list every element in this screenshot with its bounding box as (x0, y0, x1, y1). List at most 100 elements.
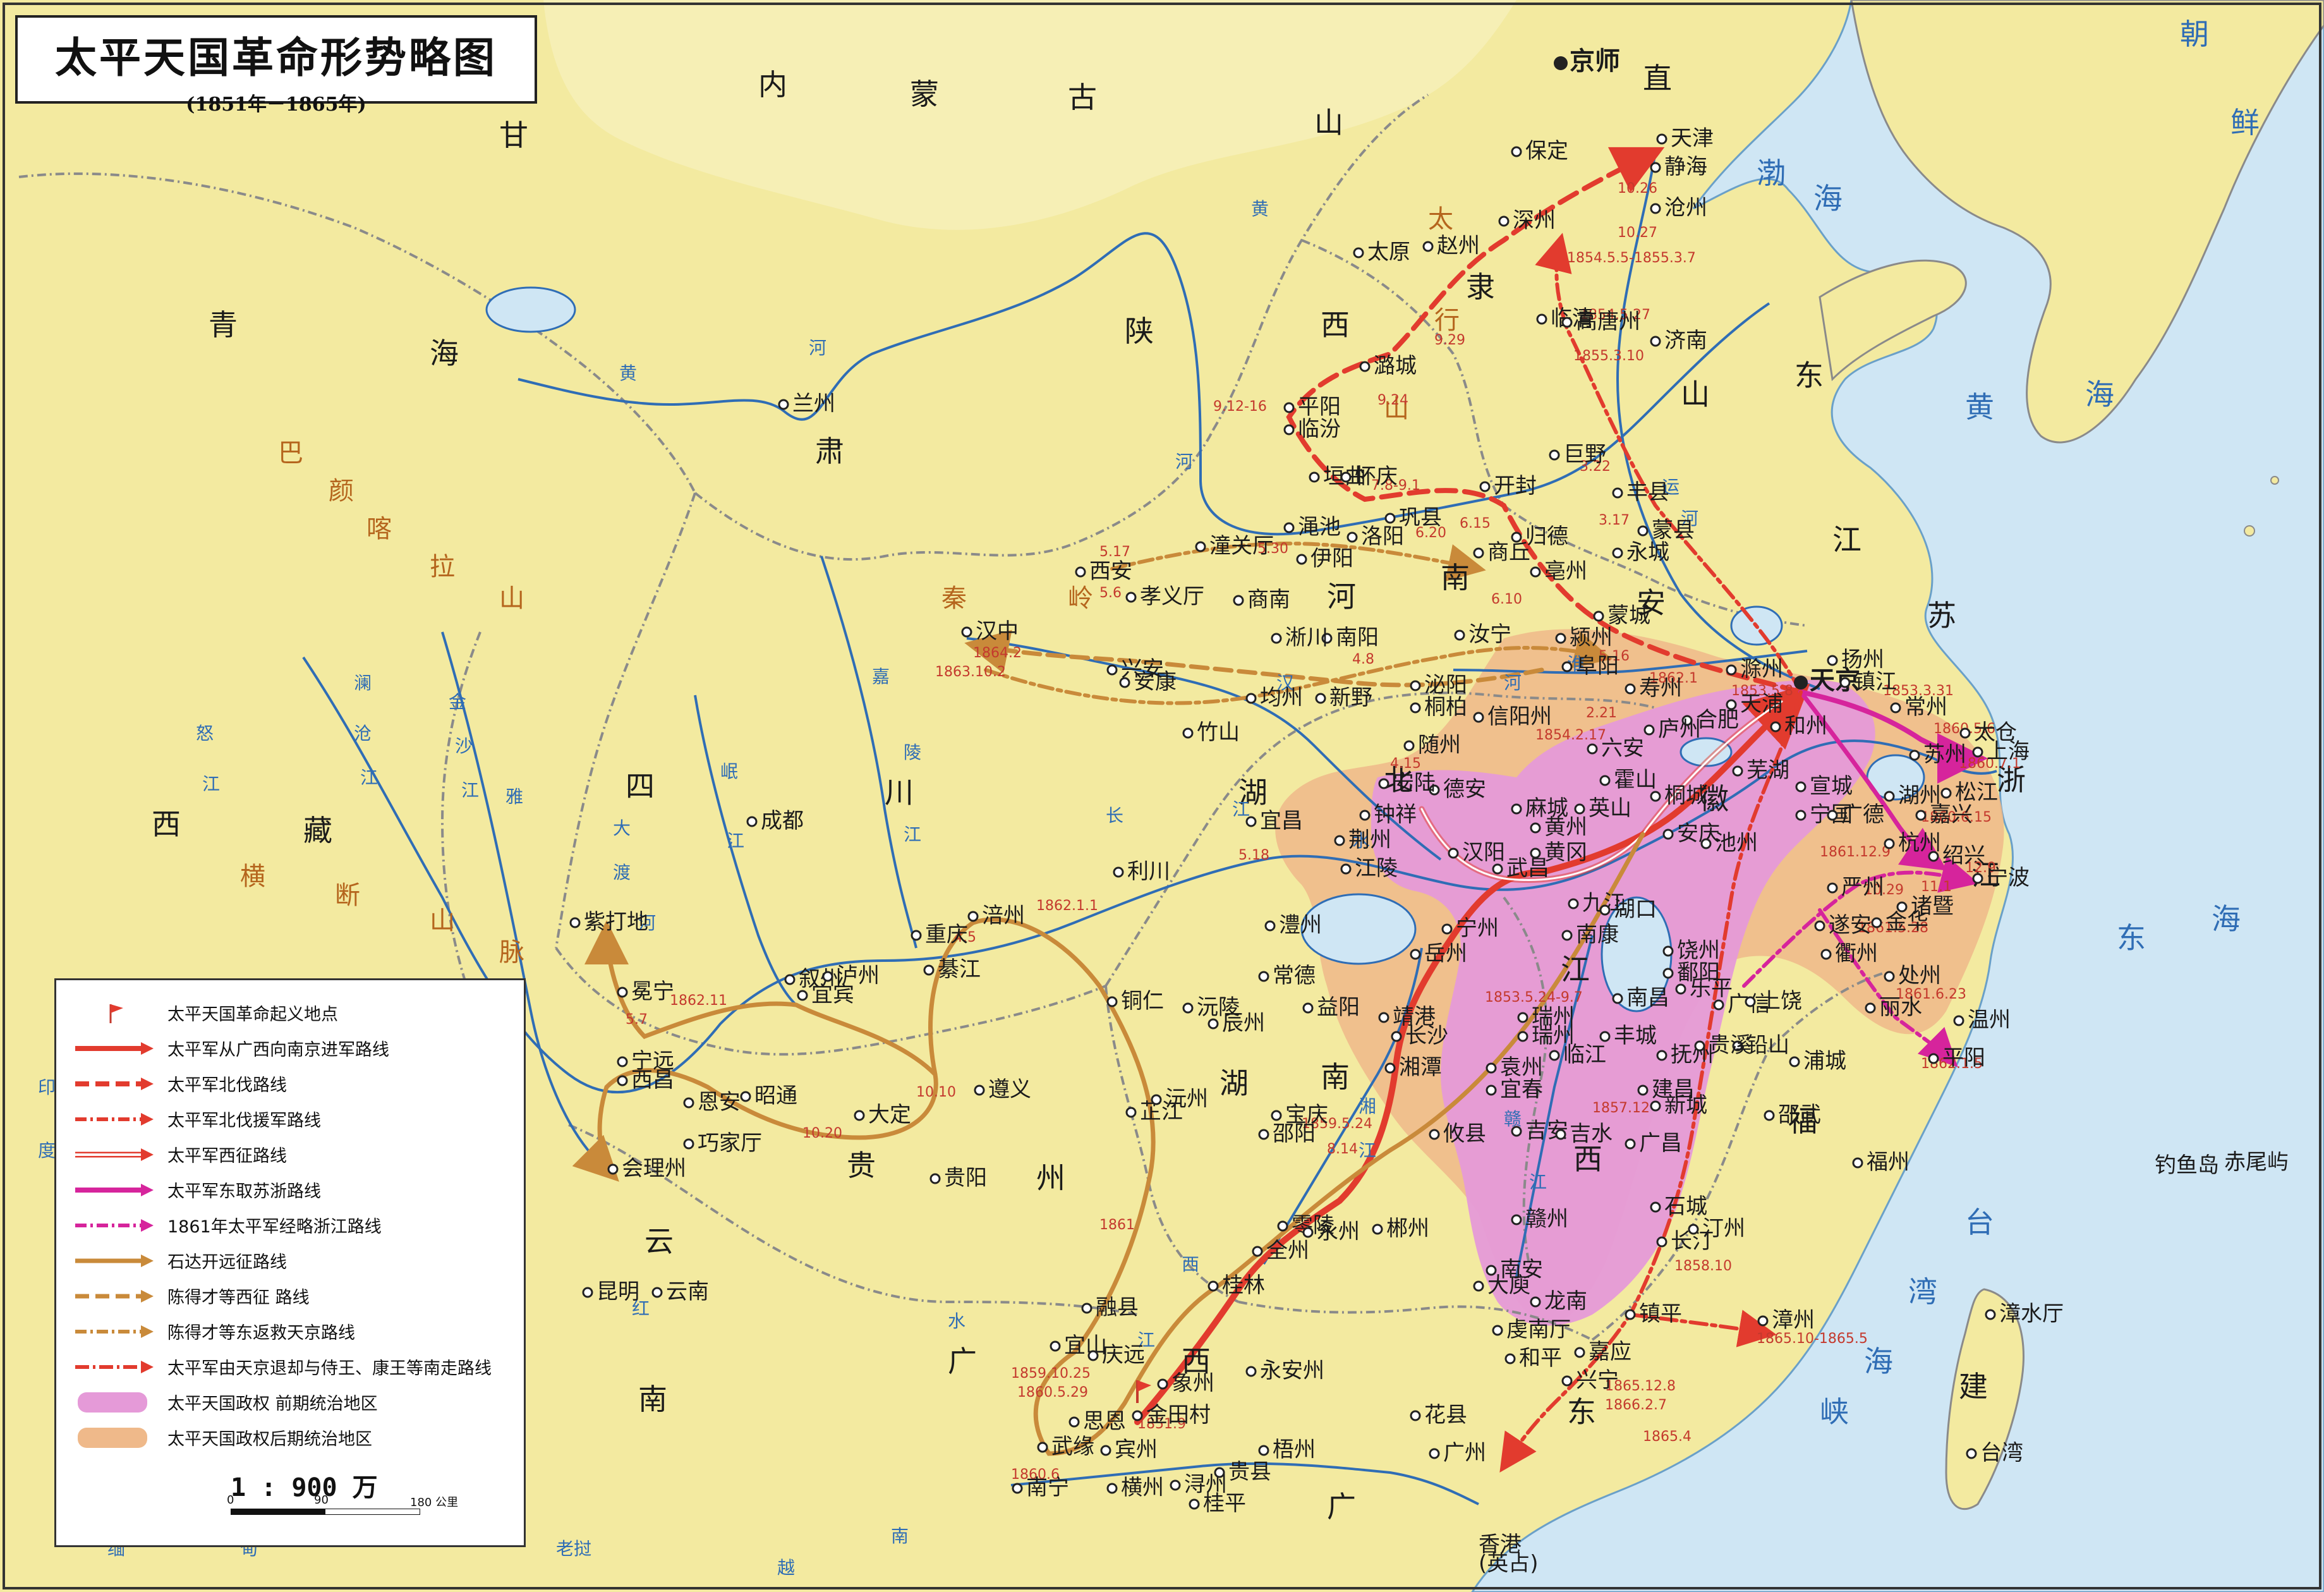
city-marker (1302, 1227, 1314, 1238)
city-label: 遂安 (1829, 913, 1872, 938)
city-label: 铜仁 (1121, 988, 1164, 1014)
legend-item: 太平军从广西向南京进军路线 (73, 1032, 515, 1065)
city-label: 贵溪 (1709, 1033, 1752, 1058)
city-label: 攸县 (1443, 1121, 1486, 1146)
river-label: 度 (38, 1140, 56, 1161)
city-marker (1441, 923, 1453, 935)
city-label: 荆州 (1348, 827, 1391, 853)
taiwan-island (1945, 1288, 2024, 1510)
river-label: 江 (1529, 1172, 1547, 1193)
mountain-label: 行 (1434, 306, 1460, 335)
province-label: 徽 (1700, 782, 1729, 816)
date-label: 1863.10.2 (935, 664, 1006, 680)
river-label: 江 (1137, 1330, 1155, 1351)
legend: 太平天国革命起义地点 太平军从广西向南京进军路线 太平军北伐路线 太平军北伐援军路线太… (54, 978, 526, 1547)
city-label: 天京 (1810, 666, 1860, 695)
city-marker (1283, 522, 1295, 533)
page-title: 太平天国革命形势略图 (55, 33, 497, 82)
city-marker (1233, 595, 1244, 606)
city-marker (1530, 566, 1541, 578)
city-label: 钟祥 (1374, 802, 1417, 827)
city-label: 寿州 (1639, 676, 1682, 701)
date-label: 1860.5.29 (1017, 1385, 1088, 1401)
city-label: 西安 (1089, 559, 1132, 584)
city-marker (1296, 554, 1307, 565)
city-label: 石城 (1664, 1194, 1707, 1219)
city-label: 瑞州 (1532, 1004, 1575, 1030)
province-label: 直 (1643, 61, 1672, 95)
city-marker (1814, 920, 1825, 932)
date-label: 1859.10.25 (1011, 1366, 1091, 1382)
province-label: 安 (1637, 586, 1666, 620)
city-label: 临江 (1563, 1042, 1606, 1067)
legend-item: 太平军由天京退却与侍王、康王等南走路线 (73, 1351, 515, 1383)
city-label: 泸州 (837, 963, 880, 988)
city-marker (1650, 336, 1661, 347)
city-marker (1574, 1347, 1585, 1358)
city-label: 临清 (1551, 306, 1594, 331)
river-label: 陵 (904, 742, 921, 763)
city-marker (1479, 481, 1491, 492)
city-label: 滁州 (1740, 657, 1783, 682)
city-label: 庐州 (1658, 717, 1701, 742)
island-label: 香港 (1479, 1532, 1522, 1557)
mountain-label: 山 (1384, 394, 1409, 423)
city-marker (1745, 996, 1756, 1007)
city-label: 上海 (1987, 739, 2030, 764)
city-marker (1713, 999, 1724, 1011)
city-marker (1473, 547, 1484, 559)
province-label: 湖 (1238, 775, 1268, 810)
city-label: 诸暨 (1911, 894, 1954, 919)
route-east-suzhe (1798, 690, 1988, 784)
date-label: 1865.10-1865.5 (1757, 1331, 1868, 1347)
city-marker (1549, 1050, 1560, 1061)
city-label: 昆明 (596, 1279, 639, 1304)
city-label: 济南 (1664, 328, 1707, 353)
legend-label: 太平军北伐援军路线 (167, 1111, 321, 1131)
mountain-label: 喀 (366, 514, 392, 544)
city-label: 湘潭 (1399, 1055, 1442, 1080)
city-marker (1252, 1246, 1263, 1257)
province-label: 四 (626, 769, 655, 803)
city-label: 安陆 (1393, 770, 1436, 796)
date-label: 5.30 (1257, 541, 1288, 557)
sea-label: 湾 (1908, 1275, 1937, 1309)
city-marker (1726, 664, 1737, 676)
city-marker (651, 1287, 663, 1298)
date-label: 1861 (1099, 1217, 1135, 1233)
city-label: 全州 (1266, 1238, 1309, 1263)
city-marker (1865, 1002, 1876, 1014)
city-label: 綦江 (938, 957, 981, 982)
city-marker (1593, 611, 1604, 622)
city-label: 商南 (1247, 587, 1290, 612)
city-marker (1498, 216, 1510, 227)
scale-tick-90: 90 (314, 1493, 329, 1507)
city-label: 巩县 (1399, 505, 1442, 530)
river-label: 水 (948, 1311, 965, 1332)
city-marker (582, 1287, 593, 1298)
city-label: 孝义厅 (1140, 584, 1204, 609)
river-label: 汉 (1276, 672, 1294, 693)
river-label: 澜 (354, 672, 372, 693)
city-label: 宾州 (1115, 1437, 1158, 1462)
river-label: 岷 (720, 761, 738, 782)
date-label: 4.8 (1352, 652, 1374, 667)
river-label: 怒 (196, 723, 214, 744)
river-label: 黄 (619, 363, 637, 384)
city-label: 赵州 (1437, 233, 1480, 258)
city-marker (1384, 513, 1396, 524)
city-label: 天浦 (1740, 691, 1783, 717)
city-label: 宣城 (1810, 774, 1853, 799)
province-label: 肃 (815, 434, 844, 468)
city-marker (1726, 699, 1737, 710)
date-label: 1851.9 (1137, 1416, 1186, 1432)
shandong-peninsula (1819, 259, 1967, 382)
city-marker (746, 816, 758, 827)
province-label: 陕 (1125, 314, 1154, 348)
gan-river (1515, 935, 1594, 1277)
city-marker (1650, 1201, 1661, 1213)
province-label: 海 (430, 336, 459, 370)
city-marker (784, 974, 796, 985)
city-marker (822, 971, 833, 982)
